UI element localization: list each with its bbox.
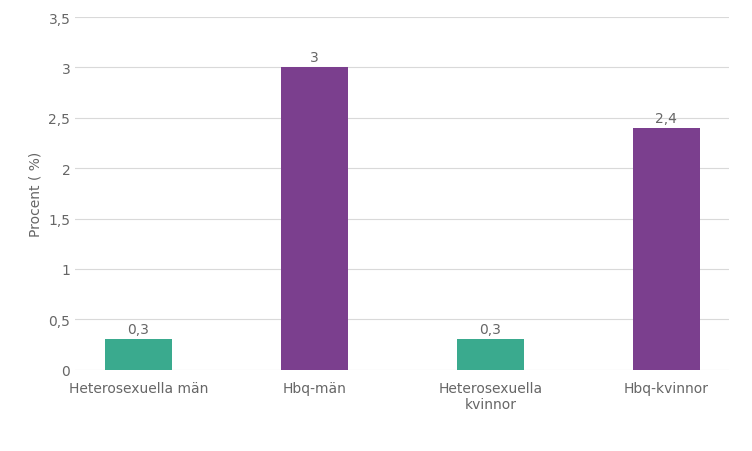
Bar [633,129,699,370]
Text: 0,3: 0,3 [479,322,502,336]
Bar [457,340,523,370]
Bar [281,68,347,370]
Y-axis label: Procent ( %): Procent ( %) [29,152,43,236]
Text: 2,4: 2,4 [655,111,678,125]
Text: 3: 3 [310,51,319,65]
Text: 0,3: 0,3 [127,322,150,336]
Bar [105,340,171,370]
